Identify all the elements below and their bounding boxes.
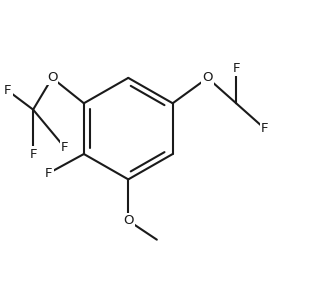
Text: O: O bbox=[47, 71, 57, 84]
Text: O: O bbox=[123, 214, 133, 227]
Text: F: F bbox=[45, 166, 53, 179]
Text: F: F bbox=[29, 147, 37, 160]
Text: O: O bbox=[202, 71, 213, 84]
Text: F: F bbox=[261, 122, 268, 135]
Text: F: F bbox=[4, 84, 12, 97]
Text: F: F bbox=[61, 141, 68, 154]
Text: F: F bbox=[232, 62, 240, 75]
